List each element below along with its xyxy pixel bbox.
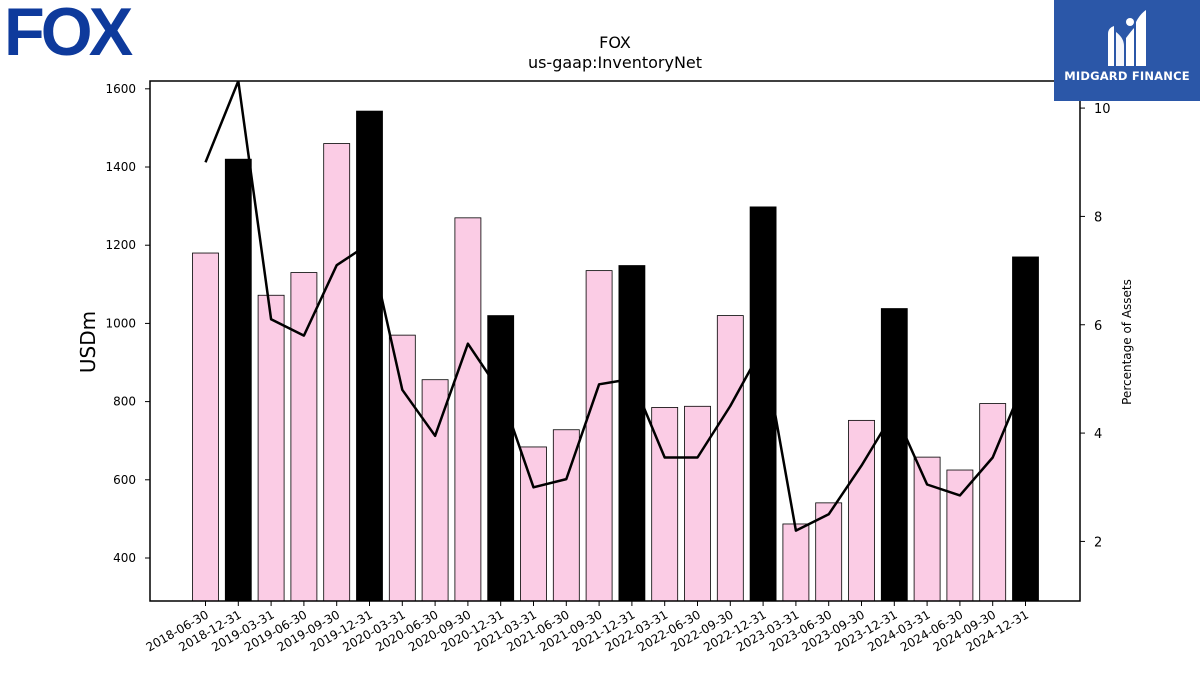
x-axis-ticks: 2018-06-302018-12-312019-03-312019-06-30… [144, 601, 1031, 654]
bar-2020-12-31 [487, 315, 515, 602]
bar-2023-12-31 [880, 308, 908, 602]
bar-2022-12-31 [749, 206, 777, 602]
bar-2018-06-30 [192, 252, 219, 602]
y-tick-label: 1600 [105, 82, 136, 96]
chart-subtitle: us-gaap:InventoryNet [528, 53, 702, 72]
y-tick-label: 1400 [105, 160, 136, 174]
bar-2021-12-31 [618, 265, 646, 602]
midgard-brand-text: MIDGARD FINANCE [1064, 69, 1190, 83]
bar-2022-06-30 [684, 405, 711, 602]
percentage-of-assets-line [204, 81, 1027, 532]
y2-tick-label: 10 [1094, 102, 1111, 117]
y-tick-label: 400 [113, 551, 136, 565]
bar-2019-12-31 [356, 110, 383, 602]
bar-2021-03-31 [520, 446, 547, 602]
midgard-mark-icon [1108, 10, 1146, 66]
y2-tick-label: 4 [1094, 427, 1102, 442]
midgard-finance-logo: MIDGARD FINANCE [1054, 0, 1200, 101]
y2-tick-label: 8 [1094, 210, 1102, 225]
fox-logo: FOX [4, 0, 133, 70]
bar-2021-06-30 [552, 429, 580, 602]
bar-2024-06-30 [946, 469, 974, 602]
bar-2019-06-30 [290, 272, 318, 602]
bar-2022-09-30 [716, 315, 744, 602]
y2-tick-label: 2 [1094, 535, 1102, 550]
bar-2019-09-30 [323, 143, 351, 602]
bar-2023-03-31 [782, 523, 810, 602]
y2-axis-label: Percentage of Assets [1120, 279, 1134, 405]
y-axis-ticks: 400 600 800 1000 1200 1400 1600 [105, 82, 150, 565]
bar-2021-09-30 [585, 270, 613, 602]
bar-2024-03-31 [913, 456, 941, 602]
bar-2019-03-31 [257, 294, 285, 602]
y2-tick-label: 6 [1094, 319, 1102, 334]
y-axis-label: USDm [76, 311, 100, 373]
bars-group [192, 110, 1039, 602]
y-tick-label: 600 [113, 473, 136, 487]
y-tick-label: 1000 [105, 316, 136, 330]
bar-2020-09-30 [454, 217, 482, 602]
chart-title: FOX [599, 33, 631, 52]
y-tick-label: 1200 [105, 238, 136, 252]
line-group [204, 81, 1027, 532]
plot-frame [149, 80, 1081, 602]
bar-2018-12-31 [224, 158, 252, 602]
bar-2020-06-30 [421, 379, 449, 602]
bar-2023-09-30 [848, 419, 875, 602]
y2-axis-ticks: 2 4 6 8 10 [1080, 102, 1111, 550]
y-tick-label: 800 [113, 395, 136, 409]
bar-2020-03-31 [388, 334, 416, 602]
bar-2024-12-31 [1012, 256, 1039, 602]
